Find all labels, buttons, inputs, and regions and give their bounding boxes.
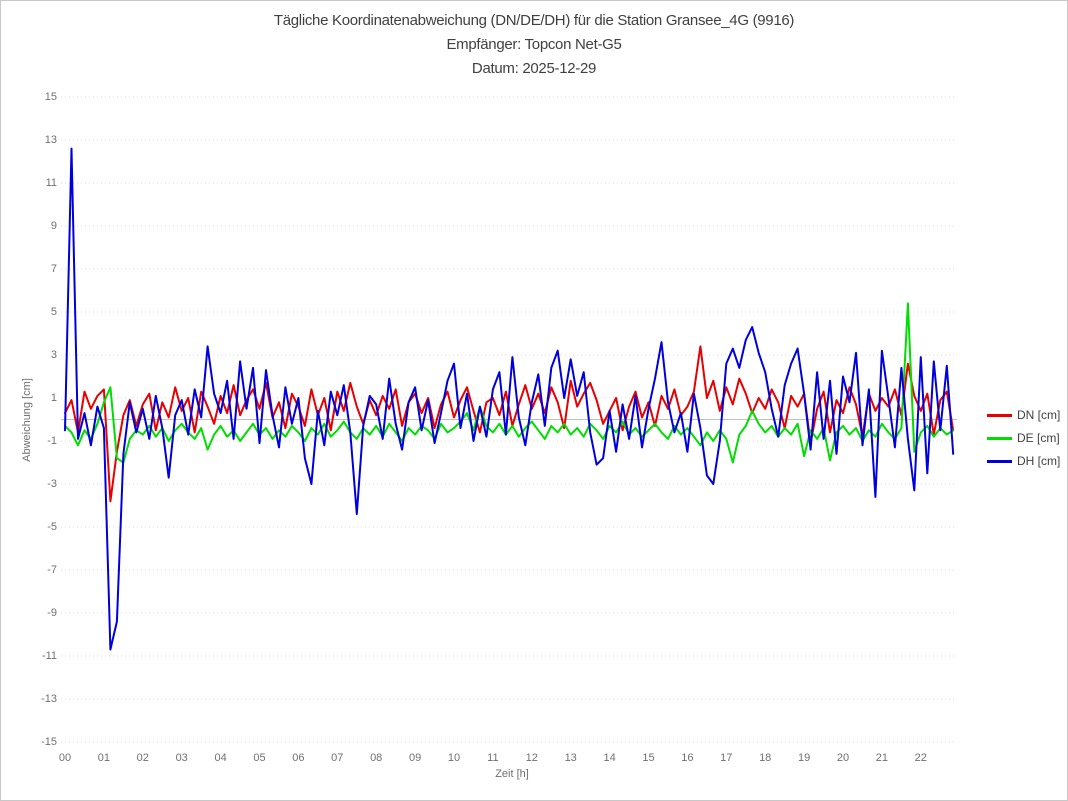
legend-swatch-dn xyxy=(987,413,1012,417)
x-tick-label: 02 xyxy=(136,752,149,764)
x-tick-label: 15 xyxy=(642,752,655,764)
y-tick-label: 7 xyxy=(50,263,57,275)
y-tick-label: 15 xyxy=(44,91,57,103)
x-tick-label: 01 xyxy=(97,752,111,764)
y-tick-label: 13 xyxy=(44,134,57,146)
chart-title: Tägliche Koordinatenabweichung (DN/DE/DH… xyxy=(273,12,795,29)
y-tick-label: -7 xyxy=(47,564,57,576)
y-tick-label: 3 xyxy=(50,349,57,361)
x-tick-label: 08 xyxy=(370,752,383,764)
y-axis-title: Abweichung [cm] xyxy=(21,378,33,462)
y-tick-label: -9 xyxy=(47,607,57,619)
x-tick-label: 10 xyxy=(447,752,461,764)
x-tick-label: 00 xyxy=(58,752,72,764)
legend-swatch-de xyxy=(987,436,1012,440)
y-tick-label: -3 xyxy=(47,478,57,490)
x-tick-label: 12 xyxy=(525,752,538,764)
y-tick-label: 9 xyxy=(50,220,57,232)
x-tick-label: 07 xyxy=(331,752,344,764)
title-block: Tägliche Koordinatenabweichung (DN/DE/DH… xyxy=(1,9,1067,81)
y-tick-label: -1 xyxy=(47,435,57,447)
legend: DN [cm] DE [cm] DH [cm] xyxy=(987,408,1060,477)
x-tick-label: 06 xyxy=(292,752,305,764)
x-tick-label: 03 xyxy=(175,752,188,764)
y-tick-label: -5 xyxy=(47,521,57,533)
x-tick-label: 14 xyxy=(603,752,616,764)
series-line-de xyxy=(64,302,955,464)
x-tick-label: 17 xyxy=(720,752,733,764)
x-tick-label: 19 xyxy=(797,752,811,764)
legend-label: DN [cm] xyxy=(1017,408,1061,422)
x-tick-label: 11 xyxy=(487,752,499,764)
x-tick-label: 04 xyxy=(214,752,227,764)
chart-subtitle-date: Datum: 2025-12-29 xyxy=(471,60,597,77)
series-line-dn xyxy=(64,345,955,503)
legend-swatch-dh xyxy=(987,459,1012,463)
y-tick-label: -11 xyxy=(41,650,57,662)
legend-entry-dh: DH [cm] xyxy=(987,454,1060,468)
x-tick-label: 21 xyxy=(875,752,889,764)
y-tick-label: -15 xyxy=(41,736,57,748)
x-tick-label: 09 xyxy=(408,752,422,764)
legend-label: DH [cm] xyxy=(1017,454,1061,468)
x-tick-label: 05 xyxy=(253,752,266,764)
x-tick-label: 13 xyxy=(564,752,577,764)
x-tick-label: 22 xyxy=(914,752,927,764)
legend-entry-de: DE [cm] xyxy=(987,431,1060,445)
x-tick-label: 18 xyxy=(759,752,772,764)
x-axis-title: Zeit [h] xyxy=(495,768,529,780)
x-tick-label: 16 xyxy=(681,752,694,764)
y-tick-label: -13 xyxy=(41,693,57,705)
y-tick-label: 11 xyxy=(45,177,57,189)
legend-entry-dn: DN [cm] xyxy=(987,408,1060,422)
legend-label: DE [cm] xyxy=(1017,431,1060,445)
chart-subtitle-receiver: Empfänger: Topcon Net-G5 xyxy=(446,36,622,53)
series-line-dh xyxy=(64,147,955,651)
y-tick-label: 1 xyxy=(50,392,57,404)
x-tick-label: 20 xyxy=(836,752,850,764)
y-tick-label: 5 xyxy=(50,306,57,318)
